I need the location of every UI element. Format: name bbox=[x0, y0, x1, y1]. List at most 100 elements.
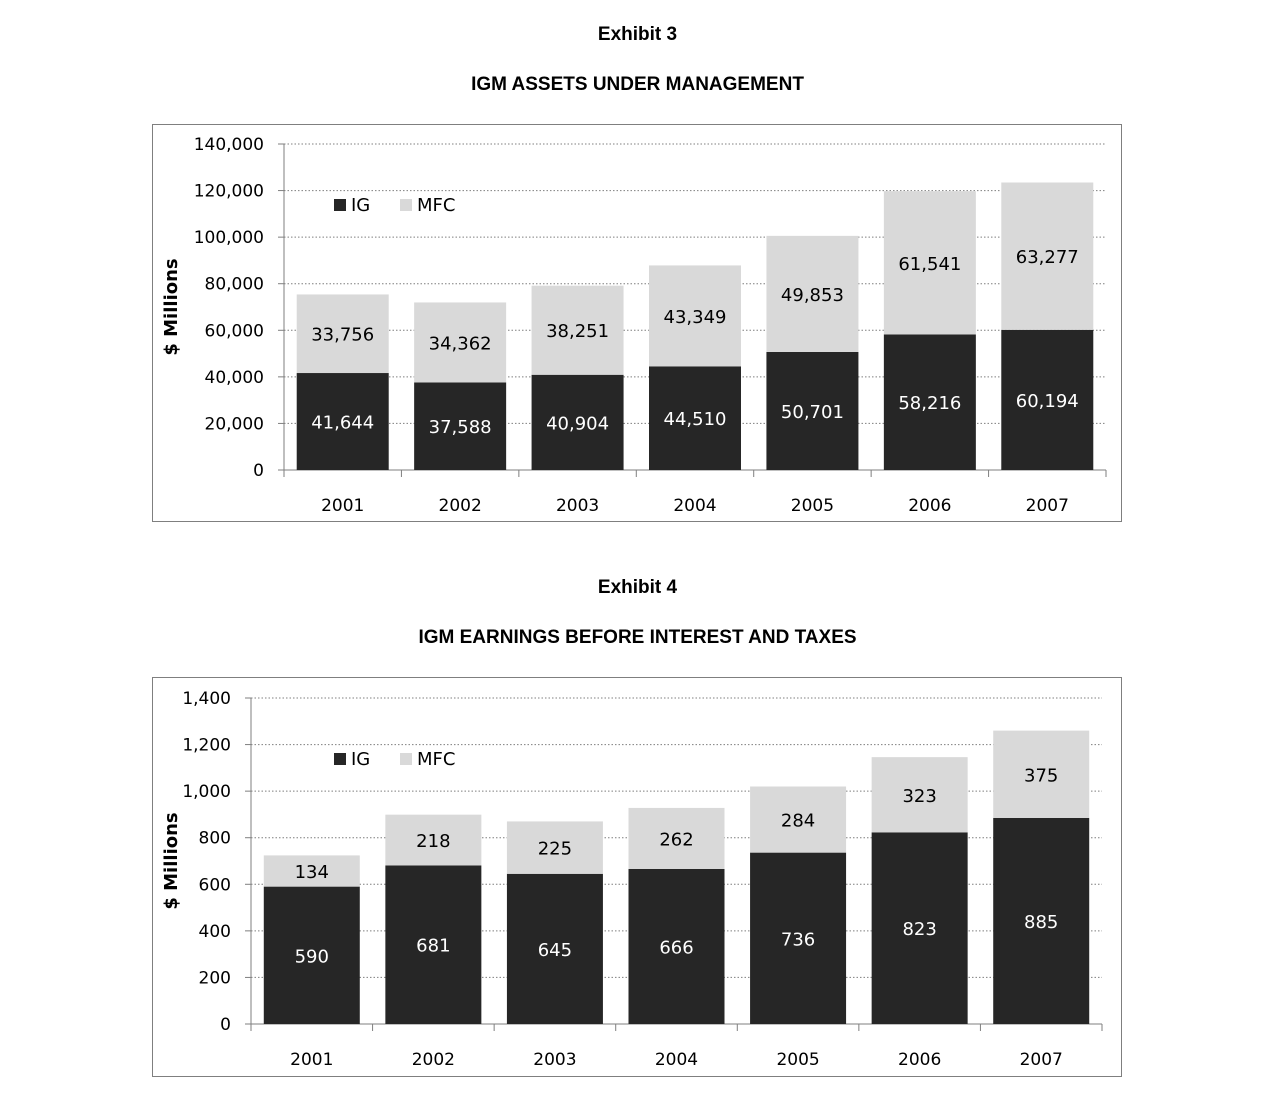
data-label-mfc: 323 bbox=[902, 786, 936, 807]
data-label-mfc: 34,362 bbox=[429, 333, 492, 354]
bar-mfc-2006 bbox=[883, 191, 976, 335]
y-tick-label: 80,000 bbox=[205, 275, 264, 295]
exhibit-3-label: Exhibit 3 bbox=[597, 24, 678, 45]
bar-mfc-2006 bbox=[871, 757, 968, 833]
bar-ig-2004 bbox=[628, 868, 725, 1024]
data-label-mfc: 63,277 bbox=[1016, 247, 1079, 268]
y-tick-label: 100,000 bbox=[194, 228, 264, 248]
x-tick-label: 2003 bbox=[556, 496, 599, 516]
data-label-ig: 645 bbox=[538, 940, 572, 961]
data-label-mfc: 38,251 bbox=[546, 321, 609, 342]
x-tick-label: 2002 bbox=[412, 1050, 455, 1070]
exhibit-4-label: Exhibit 4 bbox=[597, 577, 678, 598]
data-label-ig: 37,588 bbox=[429, 417, 492, 438]
x-tick-label: 2002 bbox=[439, 496, 482, 516]
bar-ig-2006 bbox=[871, 832, 968, 1024]
bar-ig-2007 bbox=[1001, 329, 1094, 470]
x-tick-label: 2001 bbox=[321, 496, 364, 516]
bar-ig-2002 bbox=[414, 382, 507, 470]
data-label-ig: 823 bbox=[902, 919, 936, 940]
data-label-mfc: 134 bbox=[295, 862, 329, 883]
x-tick-label: 2006 bbox=[908, 496, 951, 516]
legend-label-ig: IG bbox=[351, 749, 370, 770]
bar-mfc-2007 bbox=[1001, 182, 1094, 330]
bar-mfc-2004 bbox=[628, 807, 725, 869]
data-label-ig: 590 bbox=[295, 946, 329, 967]
x-tick-label: 2005 bbox=[776, 1050, 819, 1070]
chart-2-frame: 0 200 400 600 800 1,000 1,200 1,400 590 134 2001 68… bbox=[152, 677, 1122, 1077]
x-tick-label: 2007 bbox=[1026, 496, 1069, 516]
data-label-ig: 40,904 bbox=[546, 413, 609, 434]
data-label-ig: 736 bbox=[781, 929, 815, 950]
y-tick-label: 20,000 bbox=[205, 414, 264, 434]
bar-ig-2001 bbox=[263, 886, 360, 1024]
chart-1-svg: 0 20,000 40,000 60,000 80,000 100,000 120,000 1… bbox=[161, 135, 1107, 516]
data-label-mfc: 262 bbox=[659, 829, 693, 850]
legend-label-mfc: MFC bbox=[417, 195, 455, 216]
y-axis-title: $ Millions bbox=[161, 812, 182, 909]
chart-2-title: IGM EARNINGS BEFORE INTEREST AND TAXES bbox=[418, 627, 857, 648]
x-tick-label: 2004 bbox=[655, 1050, 698, 1070]
bar-mfc-2007 bbox=[993, 730, 1090, 818]
y-tick-label: 40,000 bbox=[205, 368, 264, 388]
legend-swatch-mfc bbox=[400, 199, 412, 211]
chart-2-svg: 0 200 400 600 800 1,000 1,200 1,400 590 134 2001 68… bbox=[161, 689, 1103, 1070]
chart-1-title: IGM ASSETS UNDER MANAGEMENT bbox=[471, 74, 804, 95]
legend-label-ig: IG bbox=[351, 195, 370, 216]
data-label-mfc: 218 bbox=[416, 831, 450, 852]
bar-mfc-2001 bbox=[263, 855, 360, 887]
bar-ig-2004 bbox=[649, 366, 741, 470]
bar-mfc-2003 bbox=[506, 821, 603, 874]
bar-mfc-2004 bbox=[649, 265, 741, 367]
data-label-mfc: 225 bbox=[538, 839, 572, 860]
x-tick-label: 2003 bbox=[533, 1050, 576, 1070]
bar-mfc-2002 bbox=[385, 814, 482, 866]
x-tick-label: 2004 bbox=[673, 496, 716, 516]
bar-mfc-2003 bbox=[531, 285, 624, 375]
y-tick-label: 140,000 bbox=[194, 135, 264, 155]
bar-ig-2002 bbox=[385, 865, 482, 1024]
data-label-mfc: 284 bbox=[781, 811, 815, 832]
bar-mfc-2002 bbox=[414, 302, 507, 383]
chart-1-frame: 0 20,000 40,000 60,000 80,000 100,000 120,000 1… bbox=[152, 124, 1122, 522]
bar-mfc-2005 bbox=[750, 786, 847, 853]
data-label-ig: 885 bbox=[1024, 912, 1058, 933]
x-tick-label: 2001 bbox=[290, 1050, 333, 1070]
data-label-ig: 60,194 bbox=[1016, 391, 1079, 412]
y-tick-label: 1,000 bbox=[182, 782, 231, 802]
y-tick-label: 120,000 bbox=[194, 182, 264, 202]
bar-ig-2001 bbox=[296, 373, 389, 470]
y-tick-label: 200 bbox=[199, 968, 231, 988]
bar-mfc-2001 bbox=[296, 294, 389, 374]
bar-ig-2005 bbox=[750, 852, 847, 1024]
bar-ig-2005 bbox=[766, 351, 859, 470]
bar-mfc-2005 bbox=[766, 235, 859, 352]
bar-ig-2003 bbox=[506, 873, 603, 1024]
y-axis-title: $ Millions bbox=[161, 258, 182, 355]
bar-ig-2007 bbox=[993, 817, 1090, 1024]
x-tick-label: 2005 bbox=[791, 496, 834, 516]
bar-ig-2006 bbox=[883, 334, 976, 470]
data-label-ig: 58,216 bbox=[898, 393, 961, 414]
y-tick-label: 0 bbox=[220, 1015, 231, 1035]
x-tick-label: 2006 bbox=[898, 1050, 941, 1070]
data-label-ig: 681 bbox=[416, 936, 450, 957]
y-tick-label: 60,000 bbox=[205, 321, 264, 341]
data-label-ig: 41,644 bbox=[311, 413, 374, 434]
data-label-mfc: 43,349 bbox=[664, 307, 727, 328]
legend-swatch-ig bbox=[334, 753, 346, 765]
y-tick-label: 800 bbox=[199, 829, 231, 849]
data-label-mfc: 33,756 bbox=[311, 325, 374, 346]
data-label-ig: 44,510 bbox=[664, 409, 727, 430]
data-label-ig: 50,701 bbox=[781, 402, 844, 423]
bar-ig-2003 bbox=[531, 374, 624, 470]
data-label-mfc: 49,853 bbox=[781, 285, 844, 306]
y-tick-label: 1,400 bbox=[182, 689, 231, 709]
y-tick-label: 400 bbox=[199, 922, 231, 942]
legend-swatch-mfc bbox=[400, 753, 412, 765]
data-label-ig: 666 bbox=[659, 937, 693, 958]
y-tick-label: 600 bbox=[199, 875, 231, 895]
x-tick-label: 2007 bbox=[1020, 1050, 1063, 1070]
data-label-mfc: 61,541 bbox=[898, 254, 961, 275]
data-label-mfc: 375 bbox=[1024, 765, 1058, 786]
